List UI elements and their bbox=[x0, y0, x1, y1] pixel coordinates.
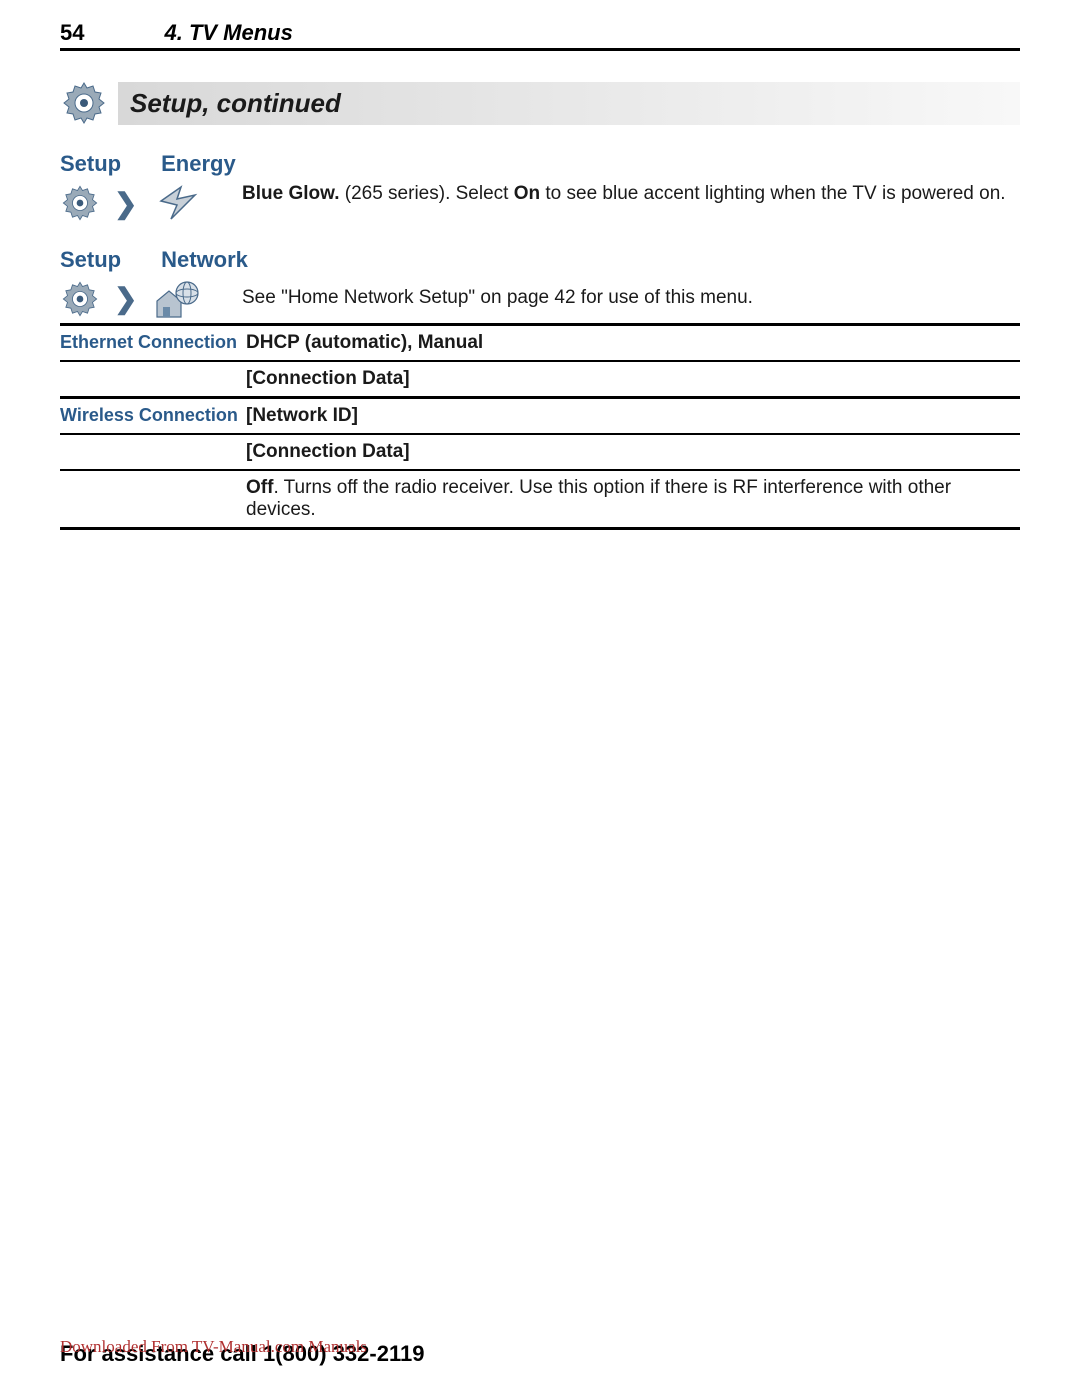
section-title-bar: Setup, continued bbox=[118, 82, 1020, 125]
desc-mid2: to see blue accent lighting when the TV … bbox=[540, 183, 1005, 204]
row-value: DHCP (automatic), Manual bbox=[242, 326, 1020, 360]
chevron-icon: ❯ bbox=[114, 282, 137, 315]
setup-network-block: Setup Network ❯ See "Home Network Setup"… bbox=[60, 247, 1020, 530]
label-network: Network bbox=[161, 247, 248, 273]
off-bold: Off bbox=[246, 477, 273, 498]
table-row: [Connection Data] bbox=[60, 433, 1020, 469]
label-energy: Energy bbox=[161, 151, 236, 177]
gear-icon bbox=[60, 279, 100, 319]
page-number: 54 bbox=[60, 20, 84, 46]
gear-icon bbox=[60, 183, 100, 223]
row-label: Wireless Connection bbox=[60, 399, 242, 433]
chapter-title: 4. TV Menus bbox=[164, 20, 292, 46]
row-label bbox=[60, 435, 242, 469]
chevron-icon: ❯ bbox=[114, 187, 137, 220]
setup-energy-block: Setup Energy ❯ Blue Glow. (265 series). … bbox=[60, 151, 1020, 207]
table-row-off: Off. Turns off the radio receiver. Use t… bbox=[60, 469, 1020, 530]
gear-icon bbox=[60, 79, 108, 127]
network-settings-table: Ethernet Connection DHCP (automatic), Ma… bbox=[60, 323, 1020, 530]
page-header: 54 4. TV Menus bbox=[60, 20, 1020, 51]
home-globe-icon bbox=[151, 277, 203, 321]
desc-bold1: Blue Glow. bbox=[242, 183, 339, 204]
row-value: [Connection Data] bbox=[242, 435, 1020, 469]
energy-description: Blue Glow. (265 series). Select On to se… bbox=[242, 181, 1020, 207]
table-row: Ethernet Connection DHCP (automatic), Ma… bbox=[60, 323, 1020, 360]
desc-bold2: On bbox=[514, 183, 540, 204]
section-title: Setup, continued bbox=[130, 88, 341, 118]
row-value: [Network ID] bbox=[242, 399, 1020, 433]
row-label-empty bbox=[60, 471, 242, 527]
row-value: [Connection Data] bbox=[242, 362, 1020, 396]
network-description: See "Home Network Setup" on page 42 for … bbox=[242, 287, 1020, 309]
row-label: Ethernet Connection bbox=[60, 326, 242, 360]
row-value-off: Off. Turns off the radio receiver. Use t… bbox=[242, 471, 1020, 527]
desc-mid1: (265 series). Select bbox=[339, 183, 513, 204]
table-row: [Connection Data] bbox=[60, 360, 1020, 396]
download-source: Downloaded From TV-Manual.com Manuals bbox=[60, 1337, 367, 1356]
row-label bbox=[60, 362, 242, 396]
page-footer: Downloaded From TV-Manual.com Manuals Fo… bbox=[60, 1339, 424, 1367]
label-setup: Setup bbox=[60, 247, 121, 273]
label-setup: Setup bbox=[60, 151, 121, 177]
lightning-icon bbox=[151, 181, 203, 225]
section-title-row: Setup, continued bbox=[60, 79, 1020, 127]
off-text: . Turns off the radio receiver. Use this… bbox=[246, 477, 951, 520]
table-row: Wireless Connection [Network ID] bbox=[60, 396, 1020, 433]
